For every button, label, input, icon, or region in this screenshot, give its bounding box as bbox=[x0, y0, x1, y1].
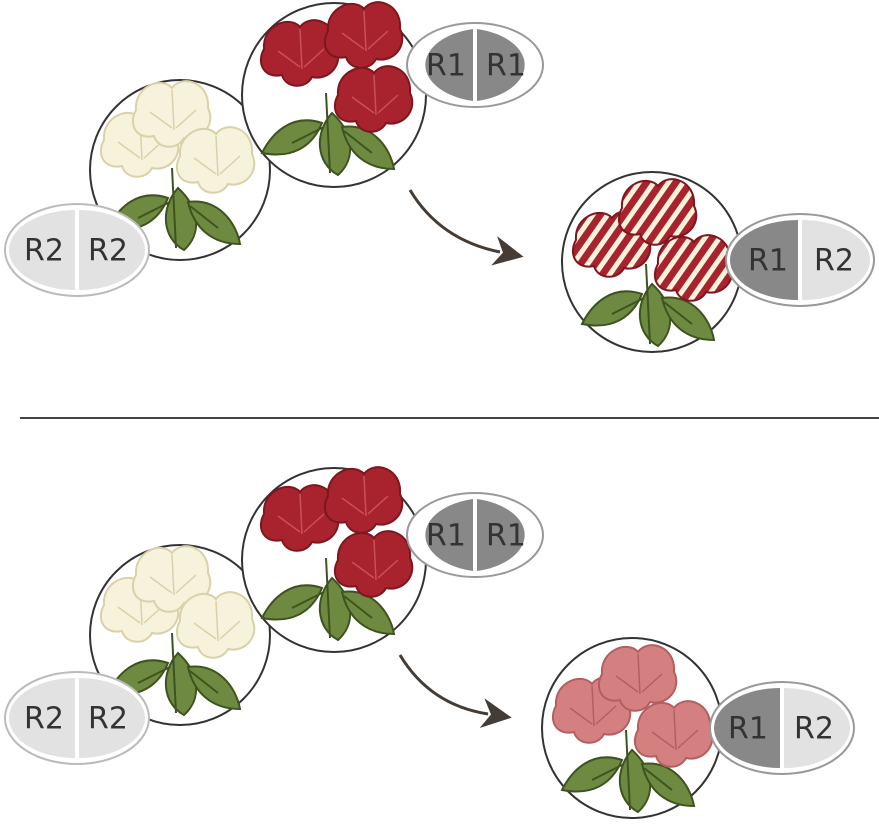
genotype-badge-white-parent: R2 R2 bbox=[4, 203, 150, 297]
allele-label: R1 bbox=[728, 712, 768, 747]
genotype-badge-white-parent: R2 R2 bbox=[4, 671, 150, 765]
panel-top: R1 R1 R2 R2 R1 R2 bbox=[4, 2, 875, 353]
offspring-pink-plant bbox=[541, 637, 723, 819]
offspring-striped-plant bbox=[561, 171, 743, 353]
cross-arrow bbox=[408, 189, 524, 266]
parent-white-plant bbox=[89, 544, 271, 726]
allele-label: R1 bbox=[426, 519, 466, 554]
genotype-badge-red-parent: R1 R1 bbox=[406, 22, 544, 108]
genotype-badge-offspring: R1 R2 bbox=[725, 213, 875, 307]
allele-label: R1 bbox=[486, 49, 526, 84]
panel-bottom: R1 R1 R2 R2 R1 R2 bbox=[4, 467, 855, 819]
parent-red-plant bbox=[241, 467, 427, 653]
allele-label: R1 bbox=[486, 519, 526, 554]
allele-label: R2 bbox=[794, 712, 834, 747]
allele-label: R1 bbox=[748, 244, 788, 279]
genotype-badge-offspring: R1 R2 bbox=[709, 681, 855, 775]
allele-label: R2 bbox=[24, 234, 64, 269]
cross-arrow bbox=[398, 654, 512, 728]
allele-label: R2 bbox=[24, 702, 64, 737]
parent-red-plant bbox=[241, 2, 427, 188]
genotype-badge-red-parent: R1 R1 bbox=[406, 492, 544, 578]
allele-label: R2 bbox=[88, 234, 128, 269]
allele-label: R1 bbox=[426, 49, 466, 84]
allele-label: R2 bbox=[814, 244, 854, 279]
parent-white-plant bbox=[89, 79, 271, 261]
allele-label: R2 bbox=[88, 702, 128, 737]
